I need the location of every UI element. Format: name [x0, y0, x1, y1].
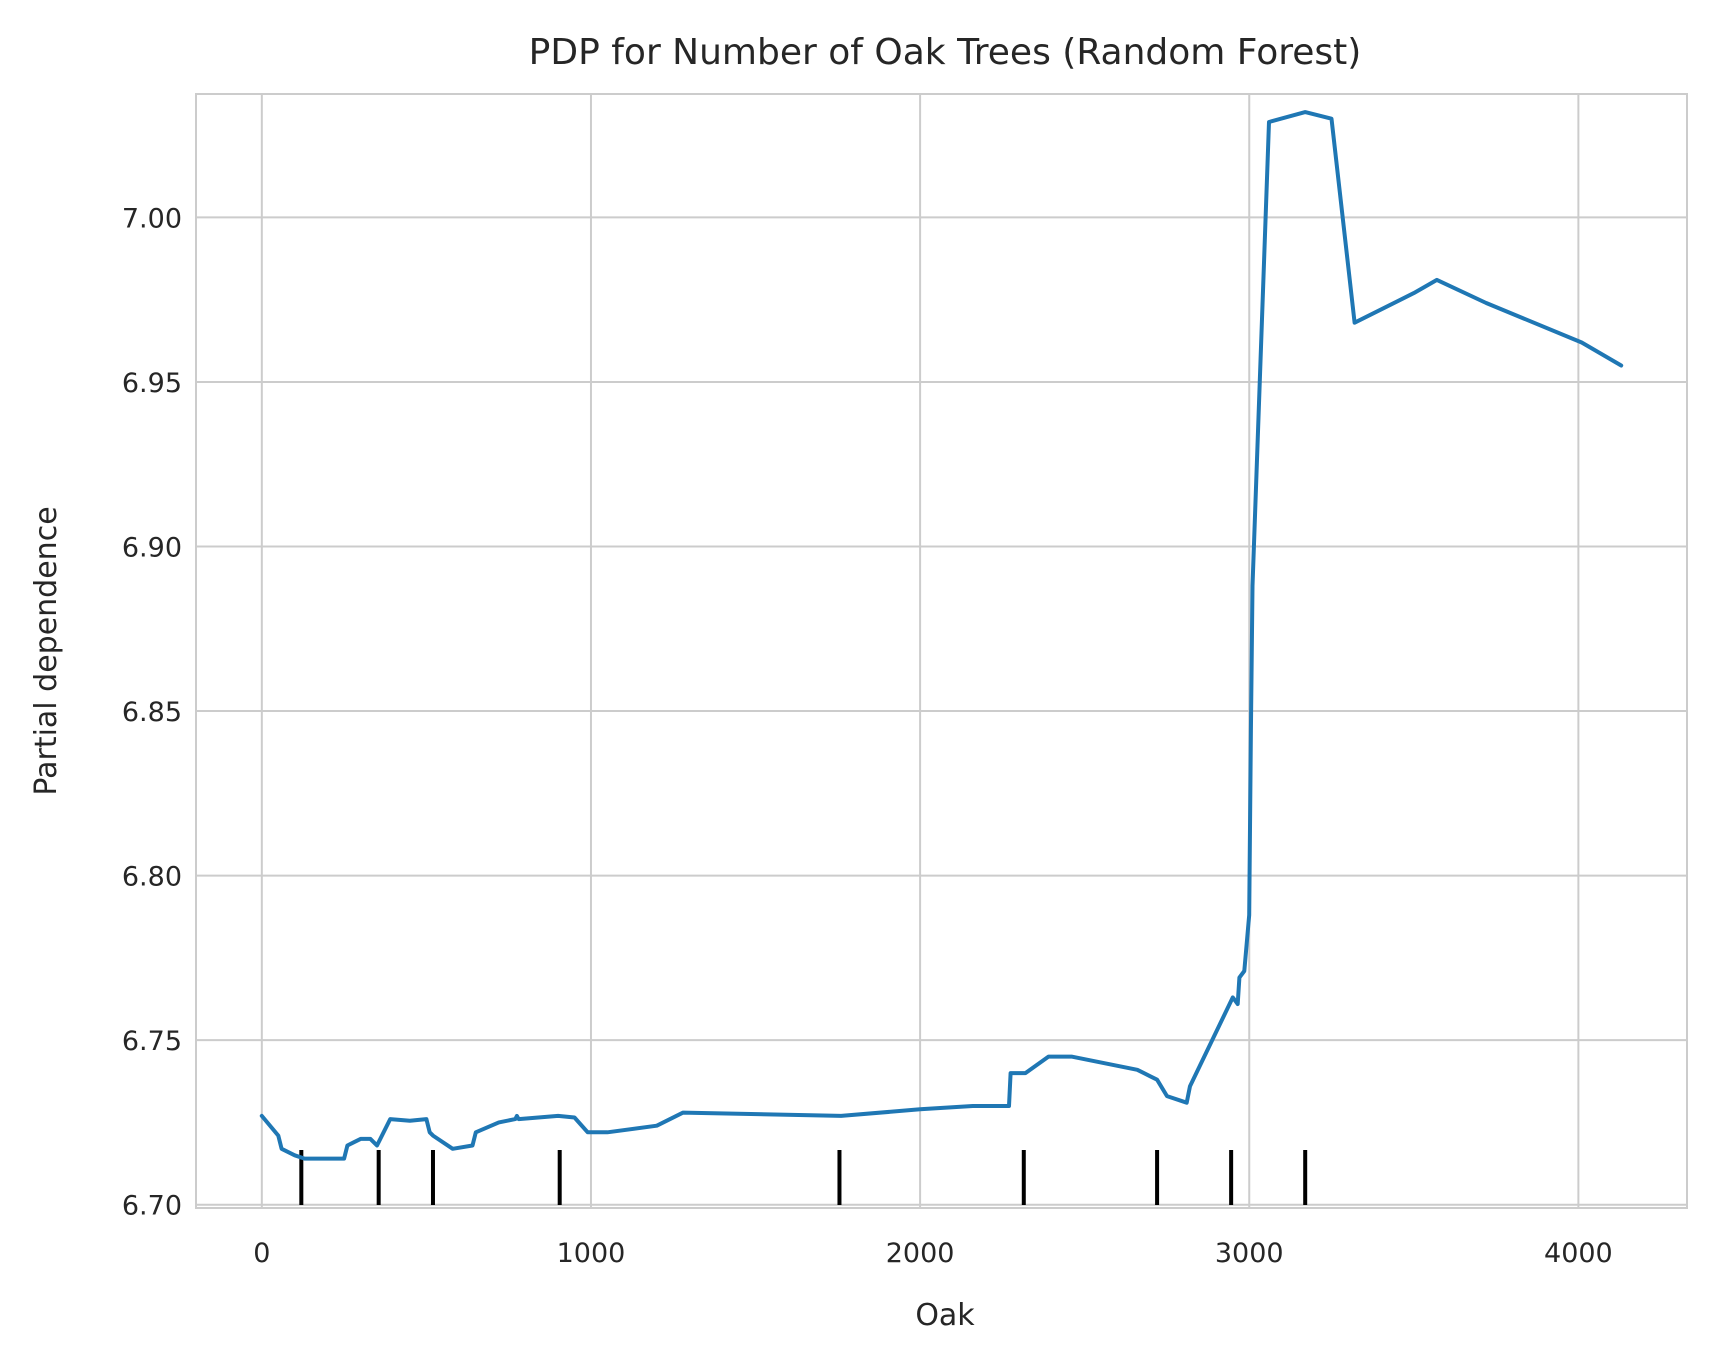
x-tick-label: 3000 [1215, 1238, 1284, 1269]
x-tick-label: 4000 [1544, 1238, 1613, 1269]
chart-title: PDP for Number of Oak Trees (Random Fore… [529, 32, 1362, 73]
plot-frame [195, 93, 1688, 1209]
y-axis-ticks: 6.70 6.75 6.80 6.85 6.90 6.95 7.00 [122, 203, 182, 1221]
y-tick-label: 6.95 [122, 368, 182, 399]
y-tick-label: 6.75 [122, 1026, 182, 1057]
y-tick-label: 6.85 [122, 697, 182, 728]
partial-dependence-line [259, 110, 1624, 1161]
x-axis-ticks: 0 1000 2000 3000 4000 [253, 1238, 1613, 1269]
y-tick-label: 6.70 [122, 1191, 182, 1222]
y-tick-label: 6.90 [122, 533, 182, 564]
rug-marks [299, 1150, 1308, 1205]
x-tick-label: 1000 [557, 1238, 626, 1269]
x-tick-label: 0 [253, 1238, 270, 1269]
y-tick-label: 6.80 [122, 862, 182, 893]
y-tick-label: 7.00 [122, 203, 182, 234]
grid-lines [196, 94, 1687, 1208]
x-axis-label: Oak [915, 1298, 975, 1333]
y-axis-label: Partial dependence [29, 506, 64, 795]
x-tick-label: 2000 [886, 1238, 955, 1269]
